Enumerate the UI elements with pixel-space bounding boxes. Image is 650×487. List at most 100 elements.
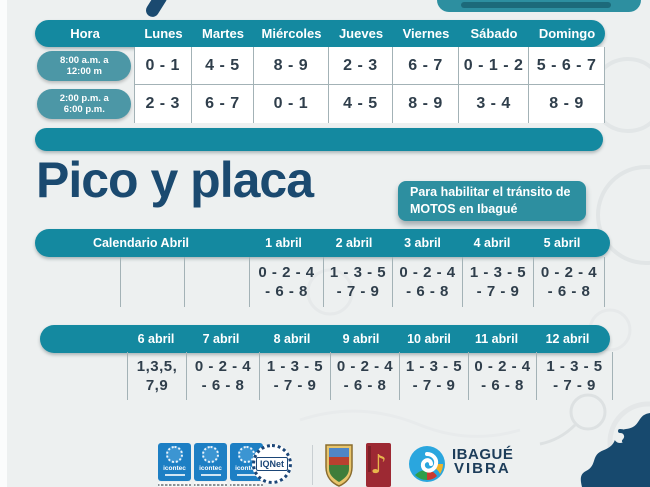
date-header-2abril: 2 abril	[335, 236, 373, 250]
empty-cell	[185, 257, 250, 307]
schedule-footer-bar	[35, 128, 603, 151]
date-header-5abril: 5 abril	[543, 236, 581, 250]
cell-jueves-pm: 4 - 5	[328, 85, 393, 123]
empty-cell	[40, 352, 128, 400]
cell-viernes-am: 6 - 7	[392, 47, 460, 85]
footer-divider	[312, 445, 313, 485]
schedule-body: 8:00 a.m. a 12:00 m 0 - 1 4 - 5 8 - 9 2 …	[35, 47, 606, 123]
date-header-8abril: 8 abril	[273, 332, 311, 346]
empty-cell	[35, 257, 121, 307]
cell-lunes-pm: 2 - 3	[133, 85, 192, 123]
digits-line: 1 - 3 - 5	[266, 357, 324, 375]
digits-line: 1 - 3 - 5	[329, 263, 387, 281]
cell-lunes-am: 0 - 1	[133, 47, 192, 85]
ibague-coat-of-arms	[325, 444, 353, 487]
clipped-title-glyph	[143, 0, 170, 20]
schedule-header-bar: Hora Lunes Martes Miércoles Jueves Viern…	[35, 20, 605, 47]
digits-line: - 6 - 8	[547, 283, 591, 300]
time-line: 6:00 p.m.	[63, 104, 105, 115]
col-header-lunes: Lunes	[144, 26, 183, 41]
digits-line: 0 - 2 - 4	[258, 263, 315, 281]
time-range-cell: 2:00 p.m. a 6:00 p.m.	[35, 85, 134, 123]
date-header-12abril: 12 abril	[545, 332, 590, 346]
icontec-label: icontec	[199, 465, 222, 472]
digits-line: - 6 - 8	[265, 283, 308, 300]
april-week2-header: 6 abril 7 abril 8 abril 9 abril 10 abril…	[40, 325, 610, 353]
cell-1abril: 0 - 2 - 4 - 6 - 8	[250, 257, 324, 307]
time-line: 2:00 p.m. a	[59, 92, 109, 104]
cell-12abril: 1 - 3 - 5 - 7 - 9	[537, 352, 613, 400]
digits-line: 1 - 3 - 5	[546, 357, 603, 375]
icontec-seal-icon	[202, 446, 219, 463]
date-header-10abril: 10 abril	[407, 332, 451, 346]
digits-line: 0 - 2 - 4	[194, 357, 252, 375]
cell-domingo-am: 5 - 6 - 7	[529, 47, 606, 85]
cell-martes-am: 4 - 5	[191, 47, 254, 85]
icontec-underline	[200, 474, 221, 476]
date-header-6abril: 6 abril	[137, 332, 175, 346]
motos-badge-line1: Para habilitar el tránsito de	[410, 184, 571, 199]
cell-9abril: 0 - 2 - 4 - 6 - 8	[331, 352, 400, 400]
icontec-underline	[236, 474, 257, 476]
table-row-afternoon: 2:00 p.m. a 6:00 p.m. 2 - 3 6 - 7 0 - 1 …	[35, 85, 606, 123]
icontec-caption	[230, 482, 263, 487]
cell-6abril: 1,3,5, 7,9	[128, 352, 187, 400]
col-header-martes: Martes	[202, 26, 244, 41]
cell-8abril: 1 - 3 - 5 - 7 - 9	[260, 352, 331, 400]
digits-line: - 6 - 8	[481, 377, 524, 394]
table-row-morning: 8:00 a.m. a 12:00 m 0 - 1 4 - 5 8 - 9 2 …	[35, 47, 606, 85]
treble-clef-icon: ♪	[370, 450, 387, 480]
col-header-jueves: Jueves	[338, 26, 384, 41]
page-title: Pico y placa	[36, 152, 314, 208]
digits-line: - 6 - 8	[201, 377, 245, 394]
april-week1-row: 0 - 2 - 4 - 6 - 8 1 - 3 - 5 - 7 - 9 0 - …	[35, 257, 605, 307]
icontec-label: icontec	[163, 465, 186, 472]
cell-martes-pm: 6 - 7	[191, 85, 254, 123]
date-header-1abril: 1 abril	[265, 236, 302, 250]
cell-2abril: 1 - 3 - 5 - 7 - 9	[324, 257, 393, 307]
digits-line: 0 - 2 - 4	[399, 263, 456, 281]
empty-cell	[121, 257, 185, 307]
icontec-caption	[194, 482, 227, 487]
digits-line: - 7 - 9	[476, 283, 520, 300]
date-header-7abril: 7 abril	[202, 332, 240, 346]
cell-7abril: 0 - 2 - 4 - 6 - 8	[187, 352, 260, 400]
calendar-label: Calendario Abril	[92, 236, 190, 250]
footer-logos: icontec icontec icontec IQNet ♪	[0, 443, 650, 487]
icontec-seal-icon	[166, 446, 183, 463]
clipped-top-badge	[437, 0, 641, 12]
cell-miercoles-pm: 0 - 1	[253, 85, 329, 123]
motos-badge: Para habilitar el tránsito de MOTOS en I…	[398, 181, 586, 221]
time-range-cell: 8:00 a.m. a 12:00 m	[35, 47, 134, 85]
time-range-pill-morning: 8:00 a.m. a 12:00 m	[37, 51, 132, 81]
cell-11abril: 0 - 2 - 4 - 6 - 8	[469, 352, 537, 400]
digits-line: - 7 - 9	[336, 283, 380, 300]
date-header-3abril: 3 abril	[404, 236, 441, 250]
iqnet-seal: IQNet	[252, 444, 292, 484]
digits-line: - 6 - 8	[343, 377, 387, 394]
date-header-9abril: 9 abril	[342, 332, 380, 346]
cell-sabado-pm: 3 - 4	[459, 85, 530, 123]
ibague-vibra-icon	[409, 446, 445, 482]
brand-line1: IBAGUÉ	[452, 446, 514, 463]
iqnet-label: IQNet	[255, 457, 288, 471]
digits-line: 1 - 3 - 5	[405, 357, 463, 375]
digits-line: - 6 - 8	[406, 283, 449, 300]
digits-line: 0 - 2 - 4	[336, 357, 394, 375]
digits-line: 1 - 3 - 5	[469, 263, 527, 281]
cell-domingo-pm: 8 - 9	[529, 85, 606, 123]
icontec-caption	[158, 482, 191, 487]
icontec-logo: icontec	[194, 443, 227, 481]
banner-stripe	[368, 446, 371, 472]
digits-line: 0 - 2 - 4	[474, 357, 531, 375]
cell-jueves-am: 2 - 3	[328, 47, 393, 85]
motos-badge-line2: MOTOS en Ibagué	[410, 202, 518, 216]
cell-viernes-pm: 8 - 9	[392, 85, 460, 123]
icontec-logo: icontec	[158, 443, 191, 481]
empty-header-cell	[40, 325, 127, 353]
digits-line: - 7 - 9	[553, 377, 596, 394]
ibague-vibra-wordmark: IBAGUÉ VIBRA	[452, 446, 514, 477]
icontec-underline	[164, 474, 185, 476]
left-edge-strip	[0, 0, 7, 487]
col-header-viernes: Viernes	[402, 26, 450, 41]
